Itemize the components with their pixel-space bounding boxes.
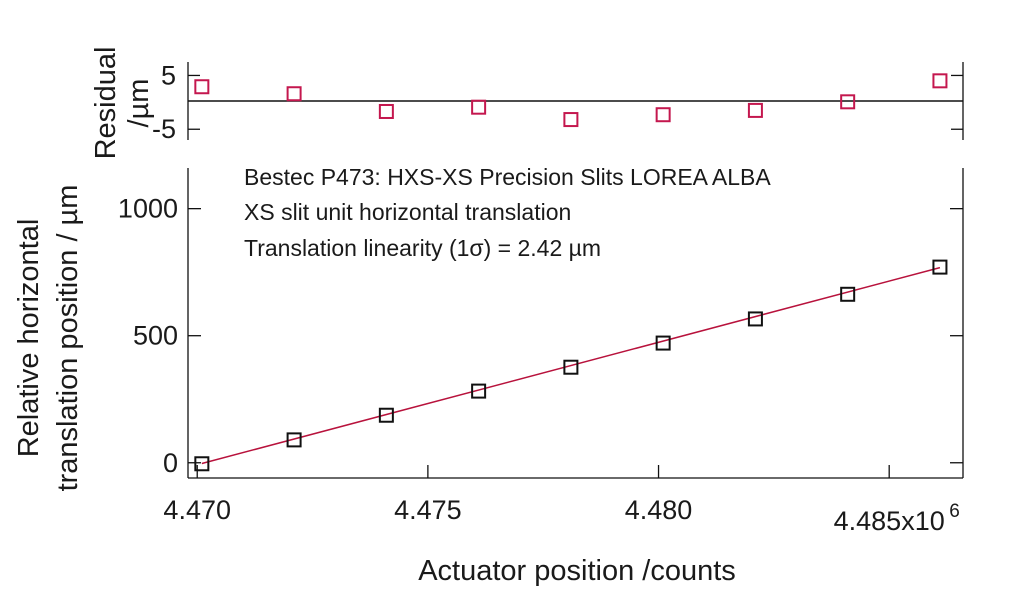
main-x-exponent: 6 [949,501,960,522]
residual-point [378,103,394,119]
residual-point [194,79,210,95]
main-point [378,407,394,423]
main-x-tick-label: 4.480 [625,495,693,525]
main-x-tick-label: 4.470 [163,495,231,525]
residual-ylabel-line1: Residual [90,47,122,160]
main-y-tick-label: 1000 [118,194,178,224]
main-point [563,359,579,375]
main-y-tick-label: 500 [133,321,178,351]
main-point [655,335,671,351]
main-points [194,259,948,472]
residual-point [471,99,487,115]
main-panel: 4.470 4.475 4.480 4.485x10 6 0 500 1000 Bestec… [13,164,964,587]
residual-ylabel-line2: /µm [123,79,155,128]
residual-y-tick-label: -5 [152,114,176,144]
main-point [932,259,948,275]
main-point [286,432,302,448]
residual-point [563,112,579,128]
residual-points [194,73,948,128]
residual-point [747,102,763,118]
linear-fit-line [201,266,941,465]
annotation-line-2: XS slit unit horizontal translation [244,199,571,225]
main-point [840,286,856,302]
main-y-tick-label: 0 [163,448,178,478]
main-ylabel-line2: translation position / µm [52,185,84,492]
main-point [471,383,487,399]
main-y-ticks: 0 500 1000 [118,194,963,478]
main-ylabel-line1: Relative horizontal [13,219,45,458]
residual-point [655,107,671,123]
annotation-line-1: Bestec P473: HXS-XS Precision Slits LORE… [244,164,771,190]
main-point [194,456,210,472]
residual-y-tick-label: 5 [161,60,176,90]
residual-point [840,94,856,110]
residual-point [932,73,948,89]
residual-y-ticks: 5 -5 [152,60,963,144]
main-point [747,311,763,327]
residual-panel: 5 -5 Residual /µm [90,47,964,160]
x-axis-label: Actuator position /counts [418,555,736,587]
main-x-tick-label: 4.475 [394,495,462,525]
annotation-line-3: Translation linearity (1σ) = 2.42 µm [244,235,601,261]
main-x-tick-label: 4.485x10 [834,506,945,536]
main-x-ticks: 4.470 4.475 4.480 4.485x10 6 [163,465,960,536]
residual-point [286,86,302,102]
